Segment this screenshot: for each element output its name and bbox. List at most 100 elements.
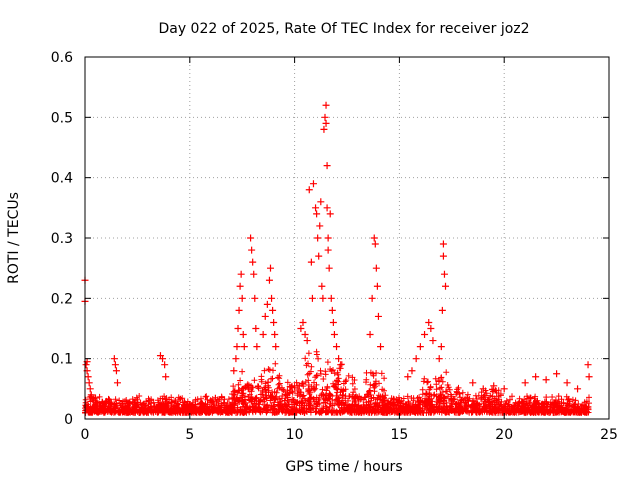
data-point	[440, 270, 448, 278]
data-point	[84, 373, 92, 381]
data-point	[319, 294, 327, 302]
data-point	[542, 376, 550, 384]
data-point	[490, 382, 498, 390]
data-point	[333, 343, 341, 351]
data-point	[161, 361, 169, 369]
data-point	[439, 252, 447, 260]
data-point	[437, 343, 445, 351]
data-point	[469, 379, 477, 387]
data-point	[236, 282, 244, 290]
data-point	[266, 264, 274, 272]
data-point	[439, 240, 447, 248]
data-point	[370, 234, 378, 242]
data-point	[324, 246, 332, 254]
data-point	[251, 294, 259, 302]
data-point	[85, 379, 93, 387]
data-point	[412, 355, 420, 363]
data-point	[435, 355, 443, 363]
data-point	[111, 361, 119, 369]
data-point	[335, 355, 343, 363]
data-point	[112, 367, 120, 375]
data-point	[404, 373, 412, 381]
data-point	[268, 294, 276, 302]
y-tick-label: 0	[64, 412, 73, 428]
data-point	[232, 355, 240, 363]
data-point	[553, 370, 561, 378]
data-point	[252, 325, 260, 332]
data-point	[574, 385, 582, 393]
data-point	[239, 331, 247, 339]
data-point	[91, 394, 99, 402]
data-point	[337, 361, 345, 369]
data-point	[584, 361, 592, 369]
data-point	[299, 318, 307, 326]
data-point	[429, 337, 437, 345]
axes: 0 5 10 15 20 25 0 0.1 0.2 0.3 0.4 0.5 0.6	[51, 50, 618, 443]
data-point	[318, 282, 326, 290]
data-point	[372, 264, 380, 272]
data-point	[314, 234, 322, 242]
data-point	[247, 234, 255, 242]
x-tick-label: 20	[495, 427, 513, 443]
data-point	[240, 343, 248, 351]
data-point	[416, 343, 424, 351]
data-point	[234, 325, 242, 332]
data-point	[325, 264, 333, 272]
data-point	[86, 385, 94, 393]
data-point	[323, 204, 331, 212]
data-point	[253, 343, 261, 351]
data-point	[328, 306, 336, 314]
data-point	[421, 331, 429, 339]
data-point	[297, 325, 305, 332]
data-point	[500, 385, 508, 393]
data-point	[233, 343, 241, 351]
data-point	[317, 198, 325, 206]
data-point	[305, 186, 313, 194]
data-point	[427, 325, 435, 332]
data-point	[321, 113, 329, 121]
data-point	[322, 101, 330, 109]
data-point	[308, 294, 316, 302]
data-point	[313, 210, 321, 218]
data-point	[249, 258, 257, 266]
data-point	[309, 180, 317, 188]
x-tick-label: 0	[81, 427, 90, 443]
data-point	[479, 385, 487, 393]
data-point	[303, 337, 311, 345]
data-point	[329, 318, 337, 326]
x-tick-label: 10	[286, 427, 304, 443]
y-axis-title: ROTI / TECUs	[6, 192, 22, 284]
data-point	[110, 355, 118, 363]
data-point	[271, 331, 279, 339]
data-point	[368, 294, 376, 302]
y-tick-label: 0.5	[51, 110, 73, 126]
data-point	[269, 306, 277, 314]
data-point	[327, 294, 335, 302]
data-points	[81, 101, 593, 408]
grid-lines	[85, 57, 609, 419]
data-point	[425, 318, 433, 326]
data-point	[408, 367, 416, 375]
x-tick-label: 25	[600, 427, 618, 443]
y-tick-label: 0.1	[51, 352, 73, 368]
chart-title: Day 022 of 2025, Rate Of TEC Index for r…	[158, 21, 529, 37]
data-point	[377, 343, 385, 351]
data-point	[248, 246, 256, 254]
data-point	[315, 252, 323, 260]
data-point	[259, 331, 267, 339]
data-point	[312, 204, 320, 212]
data-point	[270, 318, 278, 326]
data-point	[374, 312, 382, 320]
data-point	[162, 373, 170, 381]
data-point	[316, 222, 324, 230]
x-tick-label: 5	[185, 427, 194, 443]
data-point	[238, 294, 246, 302]
data-point	[373, 282, 381, 290]
data-point	[326, 210, 334, 218]
data-point	[235, 306, 243, 314]
data-point	[250, 270, 258, 278]
data-point	[322, 119, 330, 127]
data-point	[263, 300, 271, 308]
y-tick-label: 0.6	[51, 50, 73, 66]
